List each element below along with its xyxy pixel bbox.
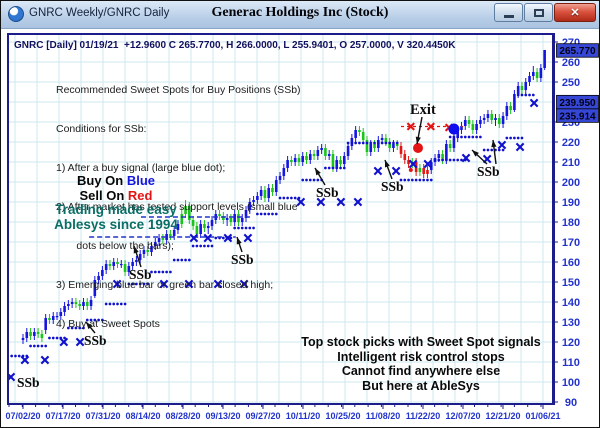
promo-text: Top stock picks with Sweet Spot signals … [281,335,561,393]
close-button[interactable]: ✕ [554,3,596,22]
ssb-label: SSb [477,164,500,179]
minimize-button[interactable] [494,3,523,22]
ssb-label: SSb [381,179,404,194]
grid [9,35,552,403]
tagline-1: Trading made easy [55,202,177,217]
note-line: 1) After a buy signal (large blue dot); [56,162,226,174]
sell-on-line: Sell On Red [79,188,153,203]
price-tick-label: 120 [562,337,580,349]
ssb-label: SSb [316,185,339,200]
window-controls: ✕ [494,3,596,22]
annotations: SSb SSb SSb SSb SSb SSb SSb Exit [17,102,500,390]
chart-title: Generac Holdings Inc (Stock) [211,5,389,20]
support-dots [10,93,535,358]
date-tick-label: 07/17/20 [45,411,80,421]
price-badge-label: 265.770 [559,46,596,57]
price-tick-label: 210 [562,157,580,169]
maximize-icon [533,8,544,17]
price-tick-label: 140 [562,297,580,309]
ssb-label: SSb [231,252,254,267]
date-tick-label: 07/31/20 [85,411,120,421]
promo-line: Top stock picks with Sweet Spot signals [301,335,541,349]
date-tick-label: 11/08/20 [366,411,401,421]
date-tick-label: 08/28/20 [165,411,200,421]
price-axis: 2702602502302202102001901801701601501401… [552,37,599,409]
candles [21,50,546,344]
minimize-icon [503,15,514,18]
title-bar[interactable]: GNRC Weekly/GNRC Daily Generac Holdings … [1,1,599,29]
plot-area [9,35,552,403]
price-tick-label: 130 [562,317,580,329]
price-badge-label: 235.914 [559,111,596,122]
promo-line: Cannot find anywhere else [341,364,501,378]
quote-info-bar: GNRC [Daily] 01/19/21 +12.9600 C 265.770… [14,40,456,51]
buy-on-line: Buy On Blue [76,173,155,188]
ssb-conditions-note: Recommended Sweet Spots for Buy Position… [56,58,301,357]
price-tick-label: 150 [562,277,580,289]
date-tick-label: 01/06/21 [525,411,560,421]
sell-word: Red [127,188,153,203]
small-red-dot [408,168,413,172]
maximize-button[interactable] [524,3,553,22]
price-tick-label: 170 [562,237,580,249]
close-icon: ✕ [570,7,580,19]
date-tick-label: 07/02/20 [5,411,40,421]
promo-line: But here at AbleSys [362,378,480,393]
note-line: dots below the bars); [56,240,174,252]
exit-label: Exit [410,102,436,118]
date-tick-label: 10/11/20 [286,411,321,421]
window-title: GNRC Weekly/GNRC Daily [29,7,170,19]
date-tick-label: 12/21/20 [485,411,520,421]
ssb-label: SSb [84,333,107,348]
price-tick-label: 90 [565,397,577,409]
price-tick-label: 110 [562,357,580,369]
date-tick-label: 09/13/20 [205,411,240,421]
app-icon [8,6,24,22]
note-line: Conditions for SSb: [56,123,147,135]
price-badge [556,43,599,58]
date-tick-label: 09/27/20 [245,411,280,421]
price-tick-label: 100 [562,377,580,389]
price-tick-label: 160 [562,257,580,269]
price-tick-label: 180 [562,217,580,229]
note-line: 3) Emerging blue bar or green bar closed… [56,279,274,291]
date-tick-label: 12/07/20 [445,411,480,421]
price-tick-label: 190 [562,197,580,209]
promo-line: Intelligent risk control stops [337,349,505,364]
buy-word: Blue [126,173,155,188]
date-axis: 07/02/20 07/17/20 07/31/20 08/14/20 08/28/20… [5,403,561,421]
price-tick-label: 220 [562,137,580,149]
ssb-label: SSb [129,267,152,282]
weekly-x-marks [9,98,539,382]
price-badge-label: 239.950 [559,98,596,109]
price-tick-label: 250 [562,77,580,89]
buy-signal-dot [448,123,460,135]
price-tick-label: 260 [562,57,580,69]
date-tick-label: 11/22/20 [406,411,441,421]
buy-sell-legend: Buy On Blue Sell On Red Trading made eas… [49,173,183,232]
note-line: Recommended Sweet Spots for Buy Position… [56,84,301,96]
tagline-2: Ablesys since 1994 [54,216,178,232]
date-tick-label: 08/14/20 [125,411,160,421]
note-line: 2) After market has tested support level… [56,201,298,213]
note-line: 4) Buy at Sweet Spots [56,318,160,330]
sell-signal-dot [413,143,424,153]
ssb-label: SSb [17,375,40,390]
date-tick-label: 10/25/20 [325,411,360,421]
price-tick-label: 200 [562,177,580,189]
price-badge [556,108,599,123]
